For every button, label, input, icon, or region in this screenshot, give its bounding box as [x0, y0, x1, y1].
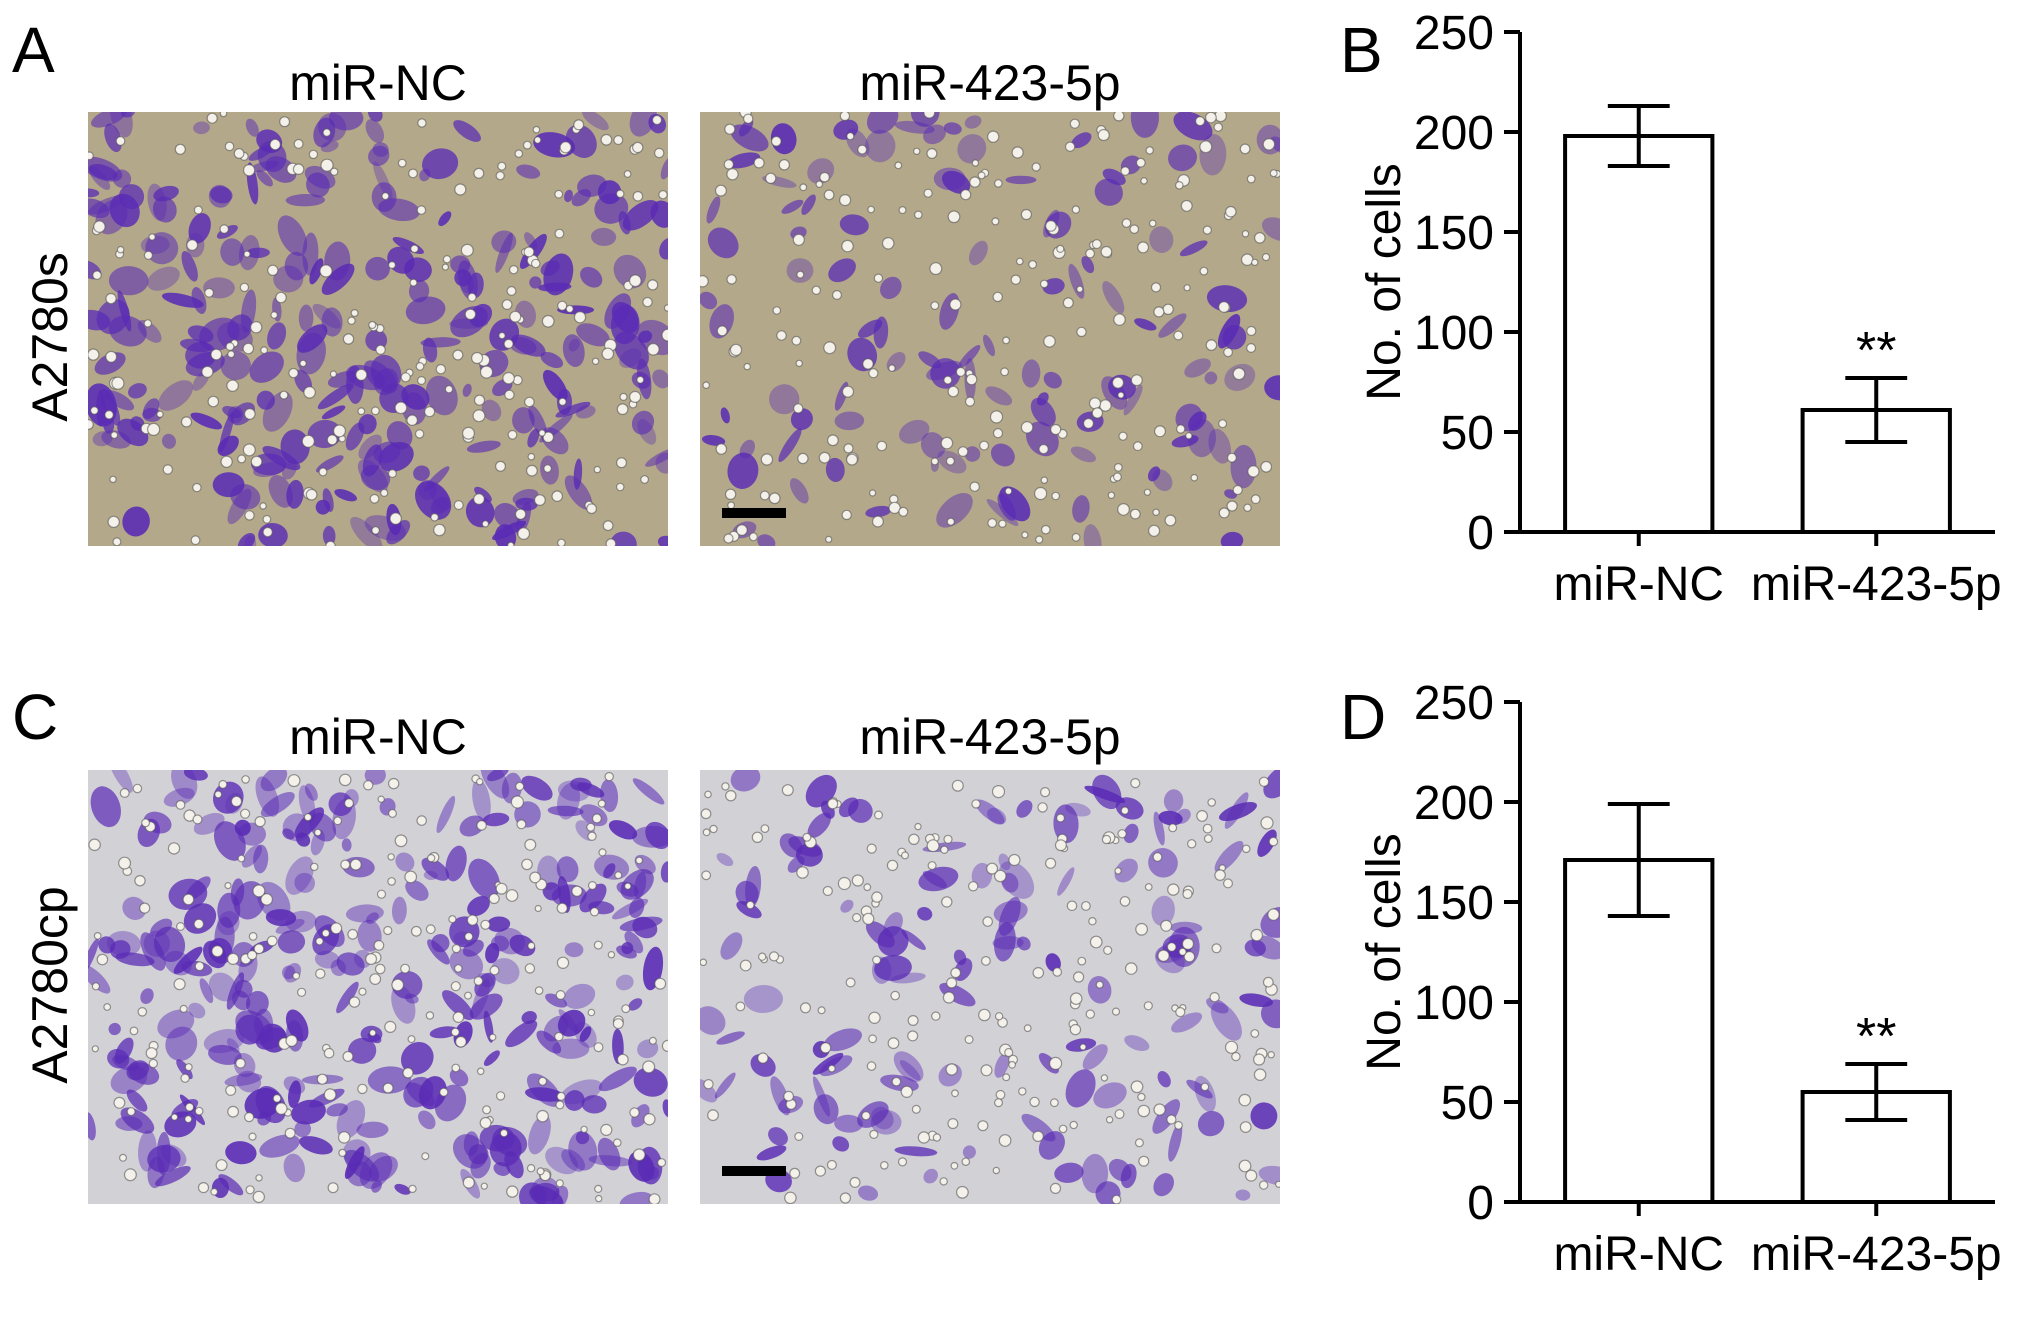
y-tick-label: 250	[1414, 677, 1494, 730]
micrograph-a2780cp-mir-nc-image	[88, 770, 668, 1204]
panel-letter-b: B	[1340, 14, 1383, 86]
bar	[1563, 134, 1715, 534]
column-title-mir-nc-a: miR-NC	[289, 55, 467, 111]
scale-bar	[722, 1166, 786, 1176]
y-tick-label: 50	[1441, 1077, 1494, 1130]
column-title-mir-nc-c: miR-NC	[289, 709, 467, 765]
panel-letter-d: D	[1340, 681, 1387, 753]
significance-label: **	[1856, 1008, 1896, 1066]
y-tick-label: 100	[1414, 307, 1494, 360]
y-tick-label: 150	[1414, 877, 1494, 930]
error-bar	[1845, 376, 1908, 444]
x-tick-label: miR-423-5p	[1751, 558, 2002, 611]
micrograph-a2780s-mir-nc-image	[88, 112, 668, 546]
error-bar	[1607, 802, 1670, 918]
y-tick-label: 0	[1467, 1177, 1494, 1230]
column-title-mir-423-5p-a: miR-423-5p	[859, 55, 1121, 111]
y-tick-label: 0	[1467, 507, 1494, 560]
y-tick-label: 250	[1414, 7, 1494, 60]
y-tick-label: 50	[1441, 407, 1494, 460]
panel-letter-a: A	[12, 14, 55, 86]
column-title-mir-423-5p-c: miR-423-5p	[859, 709, 1121, 765]
y-tick-label: 100	[1414, 977, 1494, 1030]
bar-chart-b: 0 50 100 150 200 250 No. of cells miR-NC miR-423…	[1320, 0, 2020, 660]
row-label-a2780cp: A2780cp	[22, 886, 78, 1084]
y-axis-label: No. of cells	[1358, 833, 1411, 1070]
micrograph-a2780cp-mir-nc	[88, 770, 668, 1204]
y-tick-label: 150	[1414, 207, 1494, 260]
micrograph-a2780cp-mir-423-5p-image	[700, 770, 1280, 1204]
x-tick-label: miR-NC	[1553, 1228, 1724, 1281]
micrograph-a2780s-mir-nc	[88, 112, 668, 546]
y-axis-label: No. of cells	[1358, 163, 1411, 400]
error-bar	[1607, 104, 1670, 168]
x-tick-label: miR-NC	[1553, 558, 1724, 611]
panel-letter-c: C	[12, 681, 59, 753]
micrograph-a2780cp-mir-423-5p	[700, 770, 1280, 1204]
micrograph-a2780s-mir-423-5p	[700, 112, 1280, 546]
bar-chart-d: 0 50 100 150 200 250 No. of cells miR-NC miR-423…	[1320, 670, 2020, 1330]
error-bar	[1845, 1062, 1908, 1122]
significance-label: **	[1856, 322, 1896, 380]
y-tick-label: 200	[1414, 777, 1494, 830]
micrograph-a2780s-mir-423-5p-image	[700, 112, 1280, 546]
scale-bar	[722, 508, 786, 518]
x-tick-label: miR-423-5p	[1751, 1228, 2002, 1281]
y-tick-label: 200	[1414, 107, 1494, 160]
row-label-a2780s: A2780s	[22, 252, 78, 422]
